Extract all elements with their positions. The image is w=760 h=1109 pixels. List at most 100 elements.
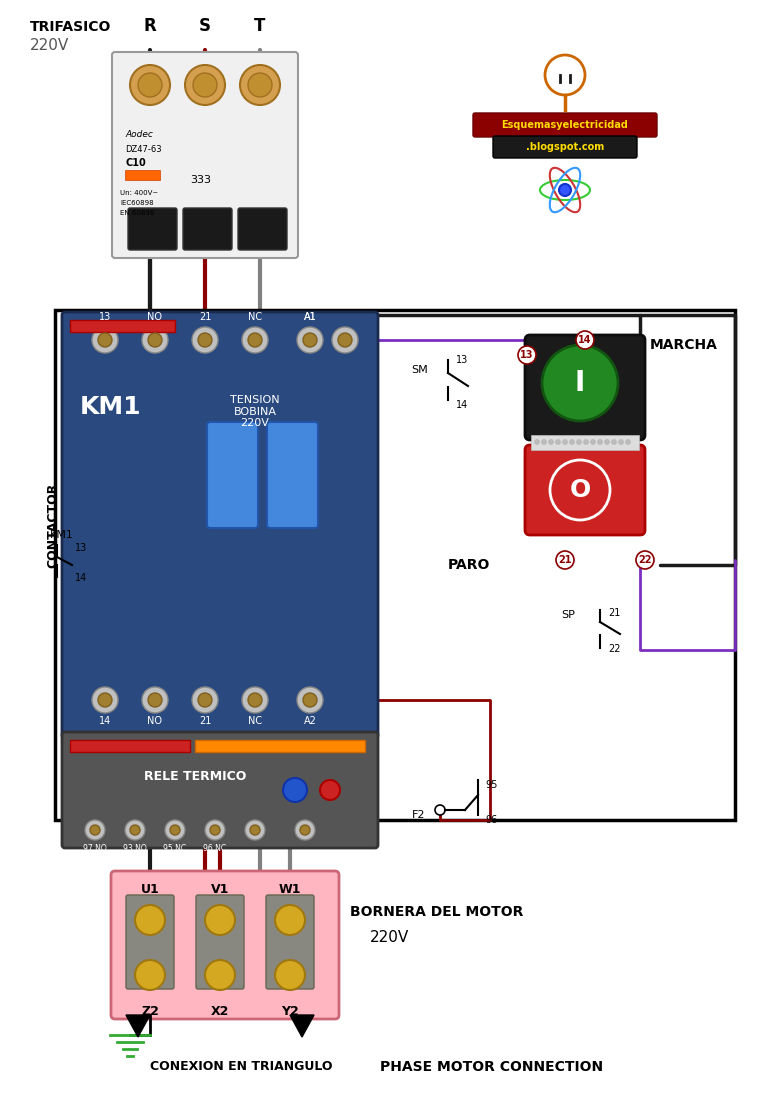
Circle shape [240, 65, 280, 105]
Text: 22: 22 [638, 554, 652, 564]
Text: 95 NC: 95 NC [163, 844, 186, 853]
Circle shape [518, 346, 536, 364]
Text: A1: A1 [304, 312, 316, 322]
Text: Y2: Y2 [281, 1005, 299, 1018]
Text: 220V: 220V [30, 38, 69, 53]
Bar [125, 170, 160, 180]
Circle shape [198, 333, 212, 347]
Circle shape [534, 439, 540, 445]
Circle shape [130, 825, 140, 835]
Text: X2: X2 [211, 1005, 230, 1018]
Circle shape [559, 184, 571, 196]
Circle shape [541, 439, 546, 445]
Text: 220V: 220V [370, 930, 409, 945]
Circle shape [562, 439, 568, 445]
Circle shape [210, 825, 220, 835]
Circle shape [597, 439, 603, 445]
Circle shape [138, 73, 162, 96]
Circle shape [303, 693, 317, 708]
Text: DZ47-63: DZ47-63 [125, 145, 162, 154]
Circle shape [619, 439, 623, 445]
Circle shape [320, 780, 340, 800]
Circle shape [125, 820, 145, 840]
Circle shape [612, 439, 616, 445]
FancyBboxPatch shape [62, 732, 378, 848]
Circle shape [435, 805, 445, 815]
Text: 333: 333 [190, 175, 211, 185]
Circle shape [135, 905, 165, 935]
Text: NO: NO [147, 716, 163, 726]
Text: 21: 21 [199, 716, 211, 726]
FancyBboxPatch shape [238, 208, 287, 250]
Circle shape [297, 327, 323, 353]
Text: 96 NC: 96 NC [204, 844, 226, 853]
Circle shape [185, 65, 225, 105]
Text: V1: V1 [211, 883, 230, 896]
Circle shape [550, 460, 610, 520]
Circle shape [636, 551, 654, 569]
Text: 13: 13 [521, 350, 534, 360]
Text: 13: 13 [75, 543, 87, 553]
Text: 14: 14 [456, 400, 468, 410]
Text: Aodec: Aodec [125, 130, 153, 139]
Circle shape [625, 439, 631, 445]
Circle shape [549, 439, 553, 445]
Text: RELE TERMICO: RELE TERMICO [144, 770, 246, 783]
FancyBboxPatch shape [525, 445, 645, 535]
Circle shape [275, 905, 305, 935]
Text: BORNERA DEL MOTOR: BORNERA DEL MOTOR [350, 905, 524, 919]
Text: 21: 21 [608, 608, 620, 618]
Circle shape [242, 686, 268, 713]
Text: CONEXION EN TRIANGULO: CONEXION EN TRIANGULO [150, 1060, 333, 1074]
Bar [70, 740, 190, 752]
Circle shape [98, 333, 112, 347]
Text: Esquemasyelectricidad: Esquemasyelectricidad [502, 120, 629, 130]
Circle shape [283, 779, 307, 802]
Circle shape [148, 333, 162, 347]
Text: R: R [144, 17, 157, 35]
FancyBboxPatch shape [207, 423, 258, 528]
Text: W1: W1 [279, 883, 301, 896]
Text: S: S [199, 17, 211, 35]
Polygon shape [126, 1015, 150, 1037]
Circle shape [295, 820, 315, 840]
Text: 14: 14 [75, 573, 87, 583]
Circle shape [338, 333, 352, 347]
Circle shape [577, 439, 581, 445]
Text: 22: 22 [608, 644, 620, 654]
FancyBboxPatch shape [196, 895, 244, 989]
FancyBboxPatch shape [62, 312, 378, 737]
Circle shape [170, 825, 180, 835]
Text: 93 NO: 93 NO [123, 844, 147, 853]
Text: 14: 14 [99, 716, 111, 726]
Text: SP: SP [561, 610, 575, 620]
Circle shape [245, 820, 265, 840]
Text: 21: 21 [559, 554, 572, 564]
Text: 21: 21 [199, 312, 211, 322]
Text: KM1: KM1 [80, 395, 141, 419]
Bar [195, 740, 365, 752]
Text: NC: NC [248, 312, 262, 322]
Text: CONTACTOR: CONTACTOR [46, 482, 59, 568]
Text: O: O [569, 478, 591, 502]
FancyBboxPatch shape [111, 871, 339, 1019]
Text: TRIFASICO: TRIFASICO [30, 20, 112, 34]
FancyBboxPatch shape [112, 52, 298, 258]
FancyBboxPatch shape [126, 895, 174, 989]
Text: 96: 96 [485, 815, 497, 825]
Circle shape [205, 960, 235, 990]
Text: PHASE MOTOR CONNECTION: PHASE MOTOR CONNECTION [380, 1060, 603, 1074]
Text: 97 NO: 97 NO [83, 844, 107, 853]
Circle shape [142, 686, 168, 713]
Text: EN 60898: EN 60898 [120, 210, 154, 216]
FancyBboxPatch shape [266, 895, 314, 989]
Circle shape [165, 820, 185, 840]
Circle shape [135, 960, 165, 990]
Text: MARCHA: MARCHA [650, 338, 718, 352]
Text: KM1: KM1 [50, 530, 74, 540]
Polygon shape [290, 1015, 314, 1037]
Circle shape [556, 439, 560, 445]
Circle shape [248, 333, 262, 347]
Text: 13: 13 [99, 312, 111, 322]
Text: F2: F2 [411, 810, 425, 820]
